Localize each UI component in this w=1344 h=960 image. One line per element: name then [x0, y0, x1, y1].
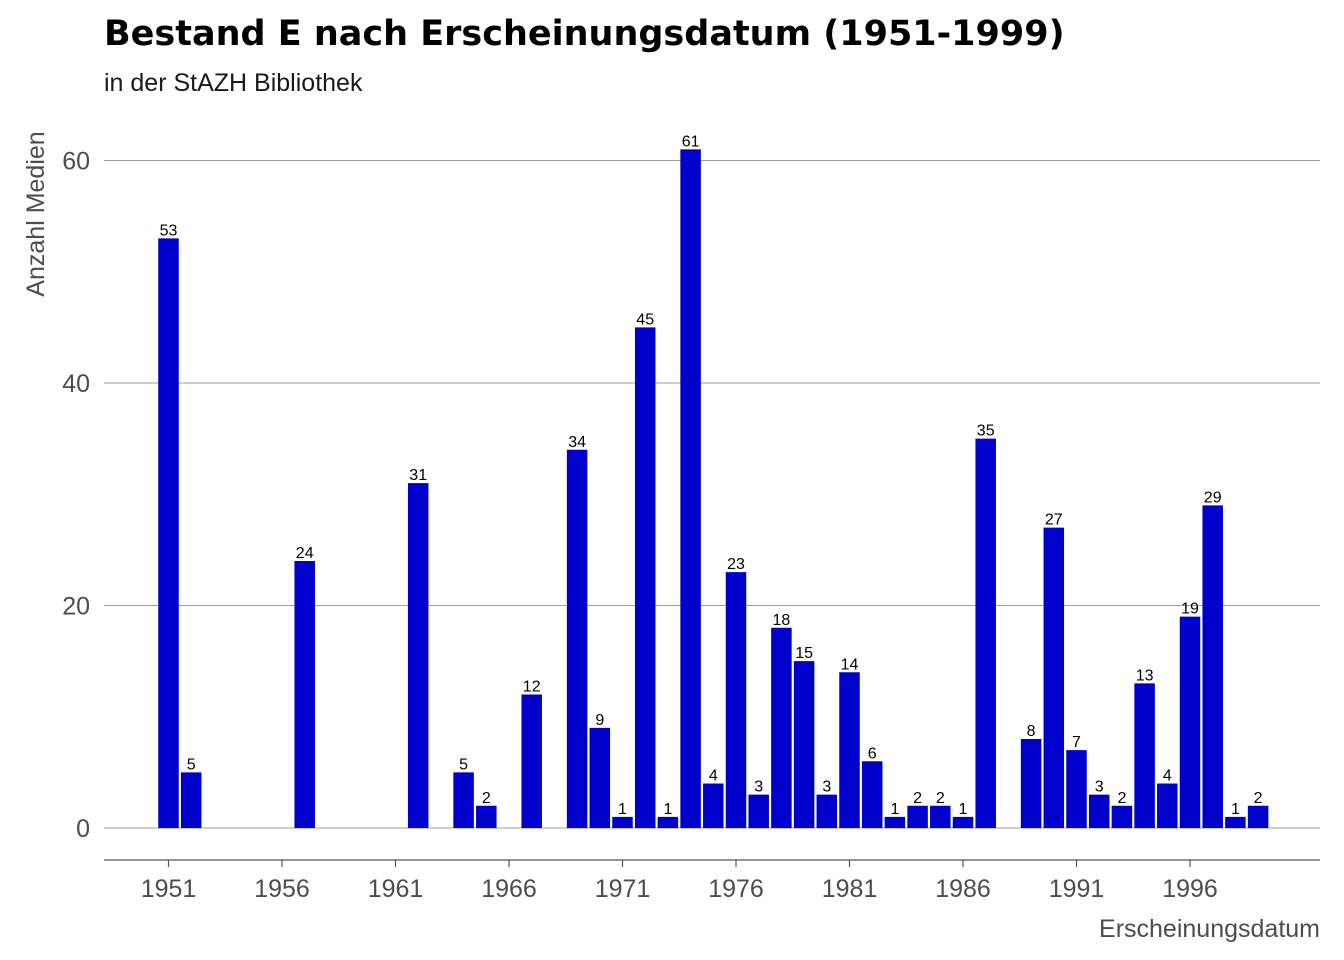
bar: [1020, 739, 1042, 828]
bar: [884, 816, 906, 828]
bar: [180, 772, 202, 828]
bar-value-label: 2: [1254, 790, 1263, 807]
bar-value-label: 24: [296, 545, 314, 562]
y-tick-label: 0: [76, 815, 90, 843]
bar: [407, 483, 429, 828]
bar: [453, 772, 474, 828]
bar-value-label: 9: [595, 712, 604, 729]
bar: [1247, 805, 1269, 828]
x-axis-title: Erscheinungsdatum: [1099, 915, 1320, 943]
y-tick-label: 20: [62, 593, 90, 621]
x-tick-label: 1996: [1162, 875, 1218, 903]
bar-value-label: 34: [568, 434, 586, 451]
bars: [158, 149, 1269, 828]
bar: [748, 794, 769, 828]
bar-value-label: 2: [482, 790, 491, 807]
bar-value-label: 13: [1136, 667, 1154, 684]
bar-value-label: 15: [795, 645, 813, 662]
bar: [1202, 505, 1223, 828]
bar: [634, 327, 656, 828]
bar: [680, 149, 701, 828]
bar-value-label: 61: [682, 133, 700, 150]
x-tick-label: 1961: [368, 875, 424, 903]
bar: [1088, 794, 1110, 828]
y-tick-label: 60: [62, 148, 90, 176]
bar: [657, 816, 679, 828]
bar: [839, 672, 860, 828]
bar-value-label: 2: [936, 790, 945, 807]
bar-value-label: 3: [1095, 779, 1104, 796]
bar: [930, 805, 951, 828]
bar-value-label: 23: [727, 556, 745, 573]
x-tick-label: 1956: [254, 875, 310, 903]
x-tick-label: 1966: [481, 875, 537, 903]
bar-value-label: 3: [754, 779, 763, 796]
bar: [1179, 616, 1201, 828]
bar: [612, 816, 633, 828]
x-tick-label: 1986: [935, 875, 991, 903]
bar-value-label: 27: [1045, 512, 1063, 529]
bar: [158, 238, 179, 828]
bar: [793, 661, 815, 828]
bar: [1225, 816, 1246, 828]
bar-value-label: 19: [1181, 601, 1199, 618]
bar-value-label: 31: [409, 467, 427, 484]
bar-value-label: 53: [160, 222, 178, 239]
bar-value-label: 2: [913, 790, 922, 807]
bar-value-label: 5: [459, 756, 468, 773]
bar-value-label: 29: [1204, 489, 1222, 506]
bar: [1134, 683, 1155, 828]
bar: [476, 805, 497, 828]
bar: [703, 783, 724, 828]
bar: [1043, 527, 1065, 828]
bar-value-label: 1: [618, 801, 627, 818]
bar-value-label: 14: [841, 656, 859, 673]
bar-value-label: 35: [977, 423, 995, 440]
bar-value-label: 1: [1231, 801, 1240, 818]
x-tick-label: 1976: [708, 875, 764, 903]
x-tick-label: 1991: [1049, 875, 1105, 903]
bar: [589, 727, 611, 828]
y-tick-label: 40: [62, 370, 90, 398]
bar-value-label: 18: [773, 612, 791, 629]
bar-value-label: 1: [663, 801, 672, 818]
bar-value-label: 5: [187, 756, 196, 773]
bar: [952, 816, 974, 828]
x-tick-label: 1971: [595, 875, 651, 903]
bar-value-label: 1: [890, 801, 899, 818]
bar: [294, 561, 315, 828]
bar: [1157, 783, 1178, 828]
bar-value-label: 45: [636, 311, 654, 328]
bar-value-label: 12: [523, 679, 541, 696]
bar: [771, 627, 792, 828]
bar: [566, 449, 588, 828]
bar: [907, 805, 928, 828]
y-axis-title: Anzahl Medien: [22, 131, 50, 296]
x-axis: 1951 1956 1961 1966 1971 1976 1981 1986 1991 1996: [104, 859, 1320, 903]
bar: [861, 761, 883, 828]
bar: [725, 572, 747, 828]
bar: [1111, 805, 1133, 828]
bar: [816, 794, 838, 828]
y-axis: 0 20 40 60: [62, 148, 90, 844]
bar-value-label: 2: [1117, 790, 1126, 807]
bar-value-label: 8: [1027, 723, 1036, 740]
x-tick-label: 1951: [141, 875, 197, 903]
x-tick-label: 1981: [822, 875, 878, 903]
chart-title: Bestand E nach Erscheinungsdatum (1951-1…: [104, 14, 1065, 54]
bar-value-label: 7: [1072, 734, 1081, 751]
bar-value-label: 3: [822, 779, 831, 796]
chart-subtitle: in der StAZH Bibliothek: [104, 69, 363, 97]
bar-value-label: 6: [868, 745, 877, 762]
bar: [521, 694, 542, 828]
bar: [975, 438, 996, 828]
bar: [1066, 750, 1087, 828]
bar-value-label: 4: [1163, 768, 1172, 785]
bar-value-label: 1: [959, 801, 968, 818]
bar-value-label: 4: [709, 768, 718, 785]
